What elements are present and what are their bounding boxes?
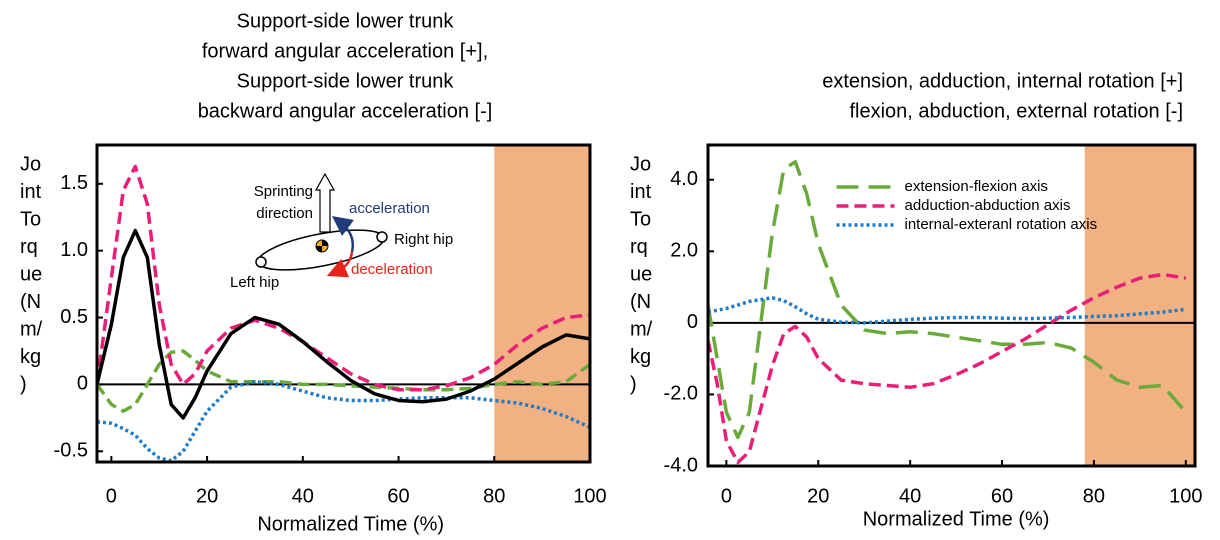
y-tick-label: 1.5: [60, 172, 88, 194]
y-axis-label: ): [630, 373, 637, 395]
legend-label: extension-flexion axis: [905, 178, 1048, 195]
y-axis-label: To: [20, 208, 41, 230]
y-tick-label: -4.0: [664, 454, 698, 476]
series-line: [97, 379, 590, 462]
y-axis-label: kg: [630, 346, 651, 368]
x-tick-label: 20: [807, 485, 829, 507]
series-line: [708, 272, 1187, 465]
x-axis-label: Normalized Time (%): [863, 508, 1050, 530]
y-tick-label: 4.0: [670, 168, 698, 190]
plot-frame: [706, 143, 1197, 468]
plot-area: [97, 164, 590, 462]
series-line: [708, 160, 1188, 440]
x-tick-label: 0: [106, 485, 117, 507]
deceleration-arrow: [326, 251, 354, 278]
plot-area: [708, 160, 1188, 465]
y-tick-label: 1.0: [60, 239, 88, 261]
series-line: [97, 349, 590, 413]
right-hip-marker: [376, 231, 388, 243]
y-axis-label: (N: [630, 291, 651, 313]
x-tick-label: 60: [991, 485, 1013, 507]
y-axis-label: ue: [20, 263, 42, 285]
y-tick-label: -0.5: [54, 440, 88, 462]
chart-title: flexion, abduction, external rotation [-…: [849, 100, 1183, 122]
x-tick-label: 40: [899, 485, 921, 507]
y-tick-label: 2.0: [670, 240, 698, 262]
left-hip-marker: [255, 256, 267, 268]
acceleration-arrow: [332, 215, 355, 253]
y-axis-label: m/: [630, 318, 653, 340]
x-axis-label: Normalized Time (%): [257, 513, 444, 535]
series-line: [708, 296, 1187, 325]
shaded-region: [494, 145, 590, 462]
x-tick-label: 100: [1169, 485, 1202, 507]
panel: extension, adduction, internal rotation …: [630, 70, 1202, 530]
y-tick-label: 0: [687, 311, 698, 333]
shaded-region: [1084, 145, 1195, 466]
y-axis-label: ): [20, 373, 27, 395]
x-tick-label: 100: [573, 485, 606, 507]
y-axis-label: rq: [630, 236, 648, 258]
x-tick-label: 20: [196, 485, 218, 507]
annotation: Sprinting: [254, 183, 313, 200]
y-axis-label: int: [20, 181, 42, 203]
x-tick-label: 0: [721, 485, 732, 507]
chart-title: forward angular acceleration [+],: [202, 40, 488, 62]
x-tick-label: 60: [387, 485, 409, 507]
panel: Support-side lower trunk forward angular …: [20, 10, 607, 535]
y-axis-label: rq: [20, 236, 38, 258]
y-axis-label: (N: [20, 291, 41, 313]
annotation: acceleration: [349, 200, 430, 217]
y-axis-label: kg: [20, 346, 41, 368]
y-axis-label: ue: [630, 263, 652, 285]
plot-frame: [95, 143, 592, 464]
y-tick-label: 0.5: [60, 306, 88, 328]
annotation: Left hip: [230, 274, 279, 291]
chart-title: Support-side lower trunk: [237, 70, 455, 92]
direction-arrow: [314, 172, 336, 233]
x-tick-label: 80: [483, 485, 505, 507]
annotation: Right hip: [394, 231, 453, 248]
y-axis-label: m/: [20, 318, 43, 340]
center-of-mass-quarters: [316, 240, 328, 252]
y-axis-label: To: [630, 208, 651, 230]
annotation: direction: [256, 205, 313, 222]
chart-title: backward angular acceleration [-]: [198, 100, 493, 122]
legend-label: adduction-abduction axis: [905, 197, 1071, 214]
y-axis-label: Jo: [20, 153, 41, 175]
y-axis-label: Jo: [630, 153, 651, 175]
x-tick-label: 80: [1083, 485, 1105, 507]
y-tick-label: 0: [77, 373, 88, 395]
y-axis-label: int: [630, 181, 652, 203]
trunk-diagram: Sprinting direction acceleration Right h…: [230, 172, 453, 291]
chart-title: Support-side lower trunk: [237, 10, 455, 32]
legend-label: internal-exteranl rotation axis: [905, 216, 1098, 233]
x-tick-label: 40: [292, 485, 314, 507]
annotation: deceleration: [351, 261, 433, 278]
series-line: [97, 228, 590, 420]
y-tick-label: -2.0: [664, 383, 698, 405]
chart-title: extension, adduction, internal rotation …: [822, 70, 1183, 92]
